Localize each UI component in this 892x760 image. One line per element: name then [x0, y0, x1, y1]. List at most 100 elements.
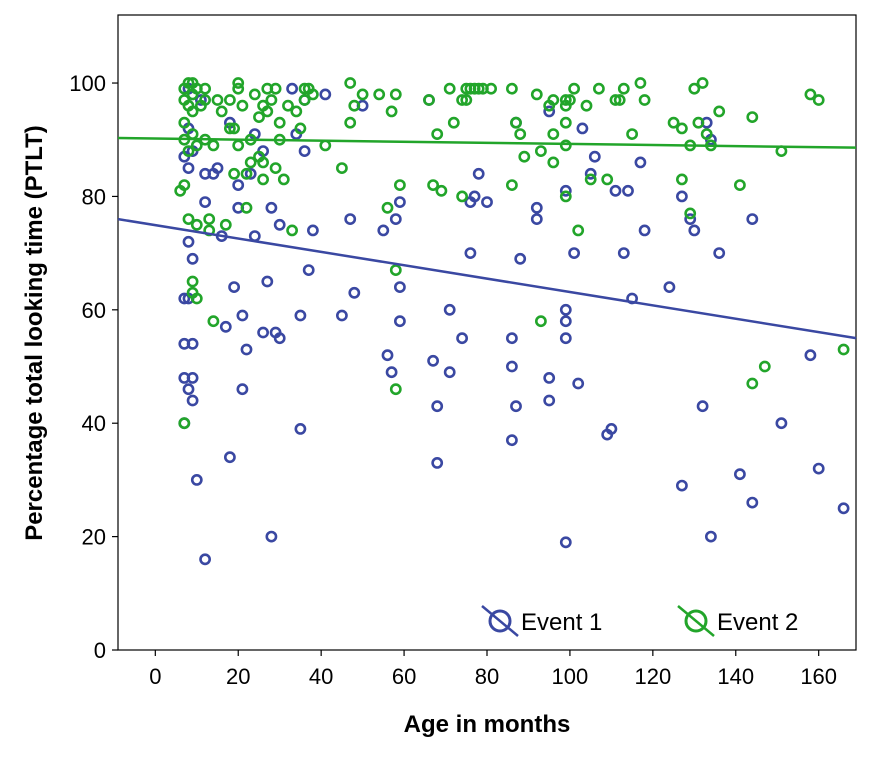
data-point-event-2	[485, 82, 497, 95]
data-point-event-1	[219, 320, 232, 333]
data-point-event-1	[609, 184, 622, 197]
data-point-event-2	[298, 82, 311, 95]
plot-frame	[117, 14, 857, 651]
data-point-event-1	[543, 105, 556, 118]
fit-lines	[117, 136, 857, 340]
data-point-event-1	[190, 473, 203, 486]
data-point-event-1	[543, 371, 556, 384]
data-point-event-1	[389, 213, 402, 225]
x-tick-label: 80	[475, 664, 499, 689]
data-point-event-1	[837, 502, 850, 515]
data-point-event-2	[580, 99, 593, 112]
data-point-event-1	[705, 530, 717, 543]
data-point-event-1	[688, 224, 701, 237]
data-point-event-2	[460, 94, 473, 106]
data-point-event-1	[319, 88, 332, 101]
data-point-event-1	[617, 247, 630, 259]
y-tick-label: 80	[82, 184, 106, 209]
data-point-event-1	[696, 400, 709, 413]
data-point-event-1	[676, 479, 688, 492]
y-axis-ticks: 0 20 40 60 80 100	[69, 71, 118, 663]
data-point-event-2	[535, 315, 547, 328]
data-point-event-2	[837, 343, 850, 356]
data-point-event-2	[804, 88, 817, 101]
data-point-event-2	[593, 82, 605, 95]
data-point-event-2	[240, 201, 253, 214]
data-point-event-2	[547, 128, 560, 140]
data-point-event-1	[385, 366, 398, 379]
y-tick-label: 40	[82, 411, 106, 436]
data-point-event-2	[427, 179, 439, 191]
data-point-event-2	[547, 156, 560, 169]
data-point-event-1	[223, 451, 236, 464]
data-point-event-1	[634, 156, 647, 169]
data-point-event-2	[734, 179, 746, 191]
data-point-event-1	[427, 354, 439, 367]
data-point-event-2	[456, 94, 468, 106]
data-point-event-2	[389, 88, 402, 101]
data-point-event-2	[431, 128, 444, 140]
data-point-event-2	[273, 116, 286, 129]
data-point-event-2	[389, 264, 402, 276]
x-tick-label: 140	[717, 664, 754, 689]
data-point-event-1	[228, 281, 240, 293]
data-point-event-1	[456, 332, 468, 345]
data-point-event-1	[298, 145, 311, 157]
data-point-event-1	[306, 224, 319, 237]
data-point-event-2	[306, 88, 319, 101]
data-point-event-2	[568, 82, 580, 95]
data-point-event-1	[676, 190, 688, 203]
data-point-event-1	[244, 167, 257, 180]
data-point-event-1	[186, 337, 199, 350]
data-point-event-1	[505, 360, 518, 373]
data-point-event-2	[223, 122, 236, 135]
data-point-event-1	[559, 303, 572, 316]
data-point-event-2	[626, 128, 638, 140]
data-point-event-1	[530, 213, 543, 225]
data-point-event-1	[182, 383, 195, 396]
data-point-event-2	[812, 94, 825, 106]
data-point-event-2	[290, 105, 303, 118]
fit-line-event-1	[117, 217, 857, 340]
data-point-event-1	[443, 366, 456, 379]
data-point-event-1	[236, 383, 249, 396]
data-point-event-2	[199, 82, 211, 95]
data-point-event-2	[248, 88, 261, 101]
data-point-event-2	[514, 128, 527, 140]
data-point-event-2	[700, 128, 713, 140]
x-tick-label: 0	[149, 664, 161, 689]
x-tick-label: 160	[800, 664, 837, 689]
data-point-event-2	[435, 184, 448, 197]
data-point-event-2	[190, 139, 203, 152]
data-point-event-2	[240, 167, 253, 180]
data-point-event-2	[676, 173, 688, 186]
data-point-event-2	[257, 173, 269, 186]
data-point-event-1	[775, 417, 788, 430]
data-point-event-1	[804, 349, 817, 362]
data-point-event-1	[605, 422, 618, 435]
data-point-event-1	[481, 196, 493, 208]
data-point-event-1	[236, 309, 249, 322]
data-point-event-1	[265, 530, 278, 543]
data-point-event-2	[617, 82, 630, 95]
legend-marker-event-1	[488, 609, 512, 633]
data-point-event-2	[190, 218, 203, 231]
data-point-event-1	[273, 332, 286, 345]
data-points	[174, 77, 850, 566]
data-point-event-1	[530, 201, 543, 214]
data-point-event-2	[713, 105, 726, 118]
data-point-event-2	[215, 105, 228, 118]
x-tick-label: 120	[634, 664, 671, 689]
data-point-event-1	[199, 553, 211, 566]
data-point-event-1	[393, 281, 406, 293]
x-tick-label: 40	[309, 664, 333, 689]
x-axis-ticks: 0 20 40 60 80 100 120 140 160	[149, 650, 837, 689]
data-point-event-2	[348, 99, 361, 112]
data-point-event-2	[746, 111, 759, 123]
data-point-event-1	[240, 343, 253, 356]
data-point-event-1	[663, 281, 676, 293]
data-point-event-1	[186, 371, 199, 384]
data-point-event-2	[236, 99, 249, 112]
data-point-event-1	[572, 377, 585, 390]
data-point-event-1	[257, 326, 269, 339]
